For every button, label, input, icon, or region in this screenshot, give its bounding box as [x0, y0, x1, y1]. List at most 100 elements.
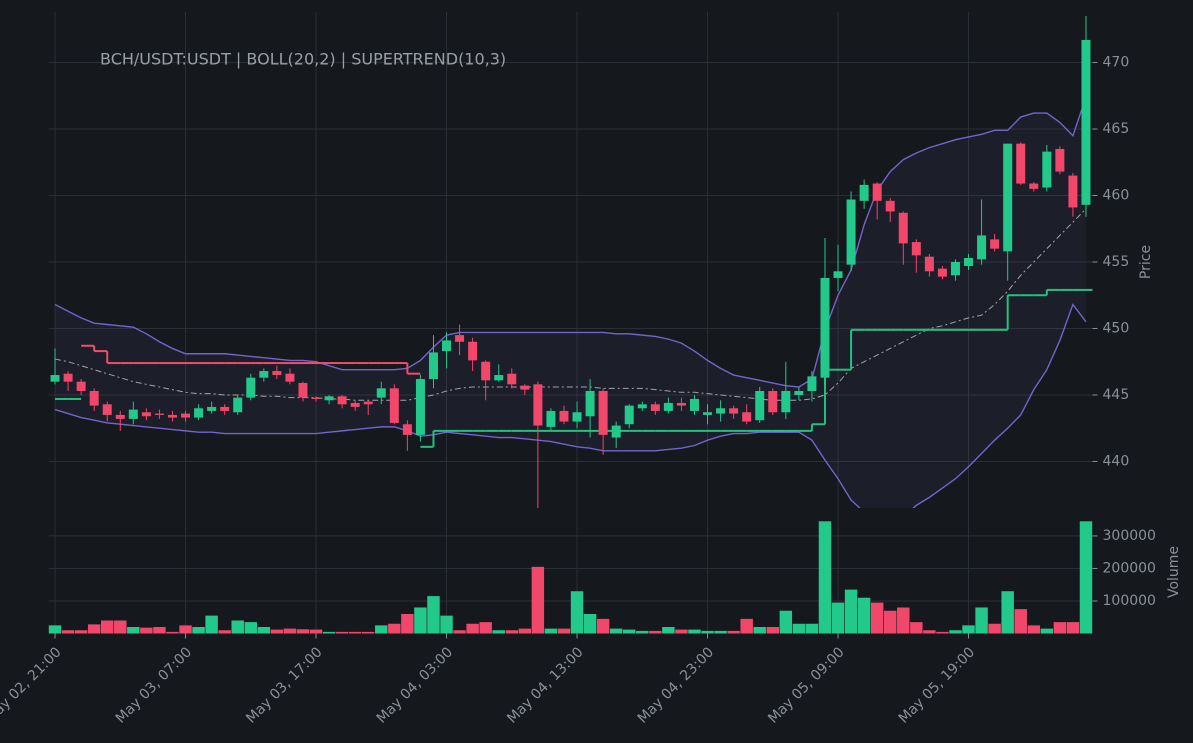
candle-body [729, 408, 739, 414]
volume-bar [114, 620, 127, 634]
grid [48, 12, 1093, 634]
candle-body [181, 413, 191, 418]
volume-bar [884, 610, 897, 634]
candle-body [533, 384, 543, 426]
y-tick-label: 445 [1103, 387, 1130, 403]
candle-body [481, 361, 491, 381]
candle-body [311, 397, 321, 399]
y-tick-label: 450 [1103, 320, 1130, 336]
volume-bar [440, 615, 453, 634]
candle-body [859, 184, 869, 201]
volume-bar [701, 630, 714, 634]
candle-body [141, 412, 151, 417]
volume-bar [636, 630, 649, 634]
y-tick-label: 460 [1103, 188, 1130, 204]
volume-bar [218, 630, 231, 634]
volume-bar [988, 623, 1001, 634]
candle-body [220, 406, 230, 411]
volume-bar [1027, 625, 1040, 634]
candle-body [950, 261, 960, 276]
candle-body [207, 406, 217, 411]
candle-body [102, 404, 112, 415]
candle-body [755, 390, 765, 421]
y-tick-label: 455 [1103, 254, 1130, 270]
volume-bar [492, 630, 505, 634]
volume-bar [962, 625, 975, 634]
volume-bar [283, 628, 297, 634]
y-tick-label: 470 [1103, 55, 1130, 71]
candle-body [259, 371, 269, 378]
volume-bar [231, 620, 244, 634]
candle-body [128, 409, 138, 419]
volume-bar [779, 610, 793, 634]
volume-bar [609, 628, 623, 634]
volume-bar [897, 607, 910, 634]
volume-bar [505, 630, 518, 634]
volume-bar [557, 628, 571, 634]
candle-body [494, 375, 504, 381]
volume-bar [570, 591, 584, 634]
volume-bar [348, 631, 362, 634]
volume-bar [544, 628, 558, 634]
candle-body [898, 212, 908, 244]
volume-bar [375, 625, 388, 634]
band-fill [55, 97, 1086, 508]
volume-bar [61, 630, 75, 634]
volume-bar [831, 602, 845, 634]
candle-body [820, 277, 830, 378]
volume-bar [975, 607, 988, 634]
candle-body [363, 401, 373, 405]
y-axis-label: Price [1138, 245, 1154, 279]
candle-body [1055, 148, 1065, 172]
candle-body [442, 340, 452, 352]
candle-body [507, 373, 517, 385]
candle-body [911, 242, 921, 256]
candle-body [76, 381, 86, 391]
volume-bar [844, 589, 858, 634]
candle-body [598, 390, 608, 435]
candle-body [924, 256, 934, 272]
candle-body [546, 410, 556, 427]
volume-bar [870, 602, 884, 634]
candle-body [977, 235, 987, 260]
volume-bar [583, 613, 597, 634]
candle-body [154, 413, 164, 415]
volume-bar [127, 626, 140, 634]
candle-body [1029, 183, 1039, 189]
candle-body [807, 376, 817, 391]
volume-bar [805, 623, 819, 634]
y-tick-label: 440 [1103, 453, 1130, 469]
volume-bar [714, 630, 727, 634]
volume-bar [74, 630, 88, 634]
candle-body [246, 377, 256, 398]
candle-body [1068, 175, 1078, 208]
candle-body [990, 239, 1000, 249]
volume-bar [335, 631, 349, 634]
candle-body [89, 390, 99, 406]
volume-bar [688, 629, 701, 634]
volume-bar [936, 631, 949, 634]
volume-bar [1066, 622, 1080, 634]
volume-bar [414, 607, 427, 634]
candle-body [1003, 143, 1013, 252]
volume-bar [766, 626, 779, 634]
indicator-line [54, 303, 1087, 508]
candle-body [937, 268, 947, 277]
volume-bar [179, 625, 192, 634]
volume-bar [309, 629, 323, 634]
volume-bar [270, 629, 284, 634]
candle-body [559, 410, 569, 422]
candle-body [833, 271, 843, 278]
candle-body [520, 385, 530, 390]
volume-bar [453, 630, 466, 634]
volume-bar [923, 630, 936, 634]
candle-body [298, 383, 308, 398]
candle-body [964, 258, 974, 266]
volume-bar [244, 622, 257, 634]
candle-body [650, 404, 660, 411]
candle-body [846, 199, 856, 265]
candle-body [676, 402, 686, 406]
candle-body [428, 352, 438, 380]
volume-bar [362, 631, 375, 634]
